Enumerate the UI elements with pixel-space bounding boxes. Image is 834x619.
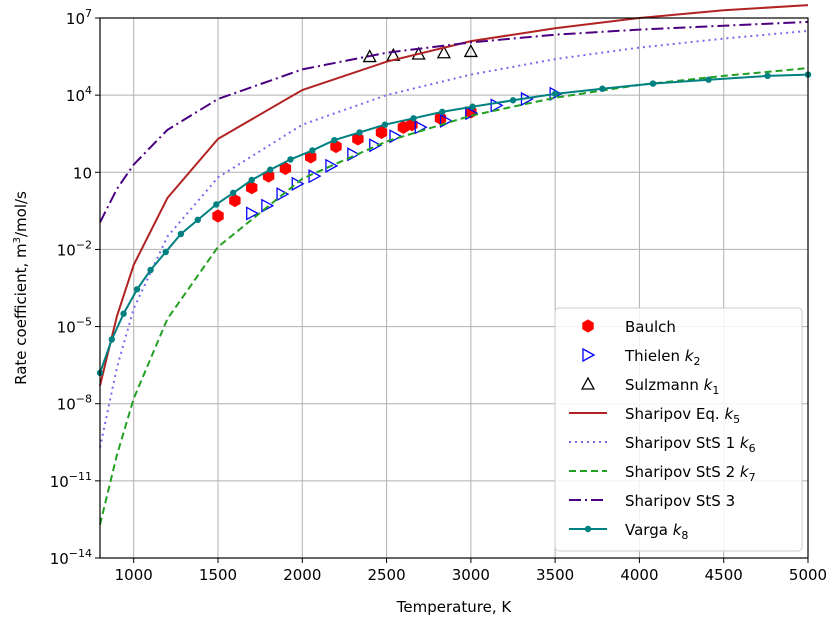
legend-item: Sharipov StS 1 k6 <box>569 434 756 455</box>
data-point <box>246 206 260 221</box>
data-point <box>705 76 712 83</box>
data-point <box>261 198 275 213</box>
x-tick-label: 1000 <box>115 566 153 584</box>
y-tick-label: 10−8 <box>57 393 92 414</box>
x-tick-label: 3000 <box>452 566 490 584</box>
y-tick-label: 10 <box>73 164 92 182</box>
data-point <box>381 121 389 128</box>
legend-marker <box>582 347 596 363</box>
x-tick-label: 4000 <box>620 566 658 584</box>
data-point <box>509 97 517 104</box>
y-axis: 10−14 10−11 10−8 10−5 10−2 10 104 107 <box>50 7 100 568</box>
series-sharipov-eq- <box>99 4 809 386</box>
data-point <box>551 90 559 98</box>
legend-item: Sulzmann k1 <box>580 376 719 397</box>
legend-label: Sharipov StS 2 k7 <box>625 463 756 484</box>
data-point <box>287 156 294 163</box>
legend-label: Baulch <box>625 318 676 336</box>
data-point <box>194 216 201 224</box>
data-point <box>291 176 305 191</box>
data-point <box>267 166 274 173</box>
data-point <box>177 230 185 238</box>
y-tick-label: 10−2 <box>57 238 92 259</box>
data-point <box>439 108 446 116</box>
series-baulch <box>212 105 477 223</box>
y-axis-label-pre: Rate coefficient, m <box>12 243 30 385</box>
data-point <box>147 266 154 274</box>
series-thielen <box>246 86 563 221</box>
data-point <box>229 194 241 208</box>
data-point <box>649 80 657 87</box>
data-point <box>436 45 451 59</box>
x-axis-label: Temperature, K <box>396 598 513 615</box>
data-point <box>108 336 116 343</box>
legend-label: Varga k8 <box>625 521 688 542</box>
data-point <box>347 147 361 162</box>
x-tick-label: 2000 <box>283 566 321 584</box>
data-point <box>133 286 141 293</box>
series-sharipov-sts-1 <box>99 29 809 448</box>
data-point <box>248 176 255 184</box>
y-axis-label: Rate coefficient, m3/mol/s <box>12 191 30 385</box>
data-point <box>309 147 316 154</box>
data-point <box>276 187 290 202</box>
data-point <box>463 44 478 58</box>
data-point <box>599 85 606 92</box>
legend-item: Sharipov Eq. k5 <box>569 405 740 426</box>
data-point <box>764 72 771 80</box>
data-point <box>356 129 363 136</box>
legend-marker <box>582 319 594 333</box>
data-point <box>162 248 169 256</box>
legend-item: Baulch <box>582 318 676 336</box>
legend: Baulch Thielen k2 Sulzmann k1 Sharipov Eq. … <box>554 307 803 552</box>
x-tick-label: 2500 <box>367 566 405 584</box>
legend-label: Sharipov Eq. k5 <box>625 405 740 426</box>
legend-label: Sharipov StS 3 <box>625 492 735 510</box>
y-axis-label-post: /mol/s <box>12 191 30 237</box>
data-point <box>389 129 403 144</box>
x-tick-label: 4500 <box>705 566 743 584</box>
x-tick-label: 5000 <box>789 566 827 584</box>
series-layer <box>96 4 812 525</box>
y-tick-label: 10−11 <box>50 470 92 491</box>
series-line <box>99 4 809 386</box>
legend-marker <box>584 525 592 533</box>
y-tick-label: 10−14 <box>50 547 92 568</box>
series-varga <box>96 71 812 377</box>
series-sharipov-sts-3 <box>99 20 809 223</box>
legend-item: Thielen k2 <box>582 347 700 368</box>
legend-item: Sharipov StS 2 k7 <box>569 463 756 484</box>
legend-item: Varga k8 <box>569 521 688 542</box>
data-point <box>375 125 388 139</box>
data-point <box>229 189 237 197</box>
series-line <box>99 20 809 223</box>
data-point <box>410 115 417 122</box>
data-point <box>369 138 383 153</box>
legend-marker <box>580 376 596 390</box>
y-axis-label-sup: 3 <box>12 237 23 243</box>
plot-frame <box>99 17 809 559</box>
legend-label: Sharipov StS 1 k6 <box>625 434 756 455</box>
legend-label: Thielen k2 <box>624 347 700 368</box>
data-point <box>331 136 338 144</box>
x-tick-label: 3500 <box>536 566 574 584</box>
data-point <box>330 140 342 154</box>
data-point <box>213 201 220 208</box>
series-line <box>99 29 809 448</box>
data-point <box>352 132 364 146</box>
x-tick-label: 1500 <box>199 566 237 584</box>
legend-label: Sulzmann k1 <box>625 376 719 397</box>
data-point <box>120 310 127 317</box>
y-tick-label: 104 <box>66 84 92 105</box>
x-axis: 1000 1500 2000 2500 3000 3500 4000 4500 5000 <box>115 558 827 584</box>
data-point <box>325 158 339 173</box>
data-point <box>469 103 476 110</box>
legend-box <box>554 307 803 552</box>
data-point <box>212 209 224 223</box>
y-tick-label: 107 <box>66 7 92 28</box>
y-tick-label: 10−5 <box>57 316 92 337</box>
legend-item: Sharipov StS 3 <box>569 492 735 510</box>
